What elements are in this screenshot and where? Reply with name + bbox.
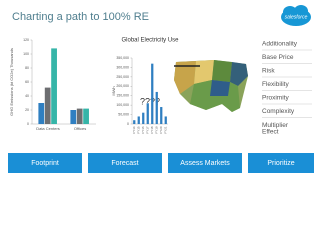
criterion: Proximity [262, 95, 289, 102]
button-bg [8, 153, 82, 173]
x-tick-label: FY14 [132, 126, 136, 134]
y-tick-label: 200,000 [116, 84, 129, 88]
nav-button[interactable]: Forecast [88, 153, 162, 173]
map-region [174, 61, 196, 94]
button-bg [168, 153, 242, 173]
button-label: Assess Markets [180, 160, 230, 167]
y-tick-label: 60 [25, 80, 29, 84]
bar [160, 107, 163, 124]
button-label: Footprint [31, 160, 59, 167]
logo: salesforce [281, 5, 311, 26]
y-axis-label: MWh [111, 86, 116, 95]
x-tick-label: FY15 [137, 126, 141, 134]
x-tick-label: Offices [74, 126, 86, 131]
criterion: Risk [262, 68, 275, 75]
bar [76, 108, 83, 124]
x-tick-label: FY16 [141, 126, 145, 134]
y-tick-label: 350,000 [116, 56, 129, 60]
bar [83, 108, 89, 124]
button-bg [248, 153, 314, 173]
map [174, 60, 248, 112]
nav-button[interactable]: Assess Markets [168, 153, 242, 173]
nav-button[interactable]: Prioritize [248, 153, 314, 173]
bar [70, 110, 77, 124]
logo-cloud [294, 5, 308, 17]
x-tick-label: FY19 [155, 126, 159, 134]
criterion: Multiplier Effect [262, 122, 289, 136]
x-tick-label: FY18 [150, 126, 154, 134]
bar [146, 103, 149, 124]
y-tick-label: 40 [25, 94, 29, 98]
y-tick-label: 20 [25, 108, 29, 112]
bar [164, 116, 167, 124]
x-tick-label: Data Centers [36, 126, 60, 131]
x-tick-label: FY21 [164, 126, 168, 134]
criterion: Additionality [262, 41, 298, 48]
y-tick-label: 300,000 [116, 65, 129, 69]
criterion: Complexity [262, 108, 295, 115]
bar [44, 87, 51, 124]
slide: Charting a path to 100% RE salesforce 0 2… [8, 5, 314, 173]
criterion: Flexibility [262, 81, 289, 88]
criterion: Base Price [262, 54, 294, 61]
y-tick-label: 120 [23, 38, 29, 42]
y-tick-label: 80 [25, 66, 29, 70]
y-tick-label: 50,000 [118, 112, 129, 116]
bar [142, 112, 145, 124]
nav-button[interactable]: Footprint [8, 153, 82, 173]
bar [155, 91, 158, 124]
y-tick-label: 150,000 [116, 94, 129, 98]
y-tick-label: 100 [23, 52, 29, 56]
annotation: ???? [140, 96, 160, 106]
y-tick-label: 0 [27, 122, 29, 126]
bar [151, 63, 154, 124]
x-tick-label: FY17 [146, 126, 150, 134]
button-label: Forecast [111, 160, 138, 167]
bar [38, 103, 45, 124]
button-bg [88, 153, 162, 173]
bar [133, 120, 136, 124]
map-region [230, 62, 248, 86]
y-tick-label: 0 [127, 122, 129, 126]
y-axis-label: GHG Emissions (kt CO2e) Thousands [9, 48, 14, 116]
x-tick-label: FY20 [159, 126, 163, 134]
y-tick-label: 250,000 [116, 75, 129, 79]
bar [51, 48, 57, 124]
bar [137, 116, 140, 124]
slide-title: Charting a path to 100% RE [12, 11, 149, 23]
logo-text: salesforce [285, 14, 308, 20]
button-label: Prioritize [267, 160, 294, 167]
map-region [212, 60, 232, 82]
chart-title: Global Electricity Use [121, 38, 179, 44]
y-tick-label: 100,000 [116, 103, 129, 107]
map-region [210, 80, 230, 96]
logo-cloud [283, 6, 297, 18]
